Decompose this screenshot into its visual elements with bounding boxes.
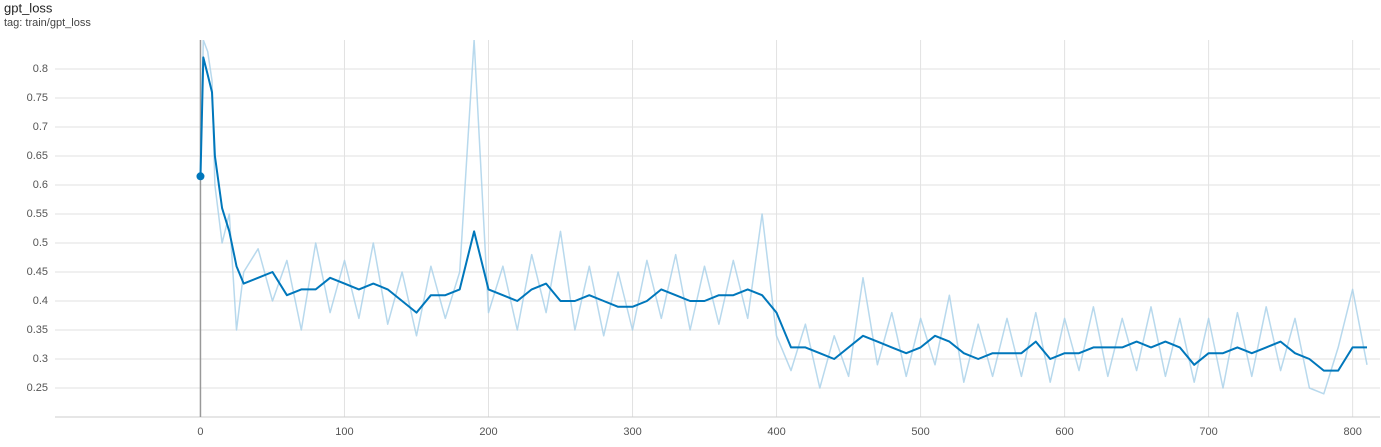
y-tick-label: 0.5 [33, 237, 48, 249]
x-tick-label: 800 [1343, 426, 1361, 438]
y-tick-label: 0.3 [33, 353, 48, 365]
x-tick-label: 600 [1055, 426, 1073, 438]
y-tick-label: 0.25 [27, 382, 48, 394]
y-tick-label: 0.7 [33, 121, 48, 133]
series-line [199, 40, 1368, 395]
x-tick-label: 300 [623, 426, 641, 438]
y-tick-label: 0.8 [33, 63, 48, 75]
x-tick-label: 200 [479, 426, 497, 438]
x-tick-label: 100 [335, 426, 353, 438]
y-tick-label: 0.65 [27, 150, 48, 162]
chart-title: gpt_loss [4, 0, 53, 15]
y-tick-label: 0.35 [27, 324, 48, 336]
plot-area [199, 40, 1368, 395]
chart-subtitle: tag: train/gpt_loss [4, 17, 91, 29]
point-marker [196, 172, 205, 181]
x-tick-label: 0 [197, 426, 203, 438]
y-tick-label: 0.75 [27, 92, 48, 104]
y-tick-label: 0.4 [33, 295, 48, 307]
x-tick-label: 400 [767, 426, 785, 438]
x-tick-label: 500 [911, 426, 929, 438]
y-tick-label: 0.6 [33, 179, 48, 191]
y-tick-label: 0.55 [27, 208, 48, 220]
series-line [199, 56, 1367, 372]
x-tick-label: 700 [1199, 426, 1217, 438]
y-tick-label: 0.45 [27, 266, 48, 278]
